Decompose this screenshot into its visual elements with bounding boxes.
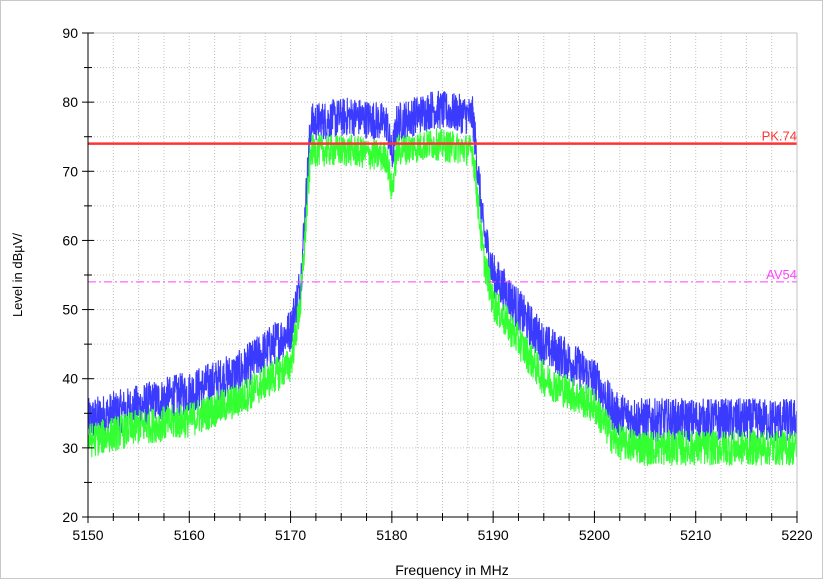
x-tick-label: 5150 — [72, 527, 103, 543]
x-axis-label: Frequency in MHz — [395, 562, 509, 578]
limit-label: AV54 — [766, 267, 797, 282]
average-trace — [87, 128, 798, 466]
traces — [87, 90, 798, 466]
x-tick-label: 5160 — [174, 527, 205, 543]
x-tick-label: 5200 — [579, 527, 610, 543]
x-tick-label: 5210 — [680, 527, 711, 543]
y-tick-label: 60 — [62, 232, 78, 248]
y-tick-label: 40 — [62, 371, 78, 387]
x-tick-label: 5190 — [478, 527, 509, 543]
x-tick-label: 5180 — [376, 527, 407, 543]
y-tick-label: 80 — [62, 94, 78, 110]
axes: 20 30 40 50 60 70 80 90 5150 5160 5170 5180 5190 5200… — [62, 25, 812, 543]
y-tick-label: 20 — [62, 509, 78, 525]
x-tick-label: 5220 — [781, 527, 812, 543]
x-tick-label: 5170 — [275, 527, 306, 543]
y-tick-label: 30 — [62, 440, 78, 456]
y-axis-label: Level in dBµV/ — [10, 233, 25, 317]
limit-label: PK.74 — [762, 129, 797, 144]
y-tick-label: 70 — [62, 163, 78, 179]
peak-trace — [87, 90, 798, 443]
y-tick-label: 90 — [62, 25, 78, 41]
limit-lines: PK.74 AV54 — [88, 129, 797, 283]
y-tick-label: 50 — [62, 302, 78, 318]
